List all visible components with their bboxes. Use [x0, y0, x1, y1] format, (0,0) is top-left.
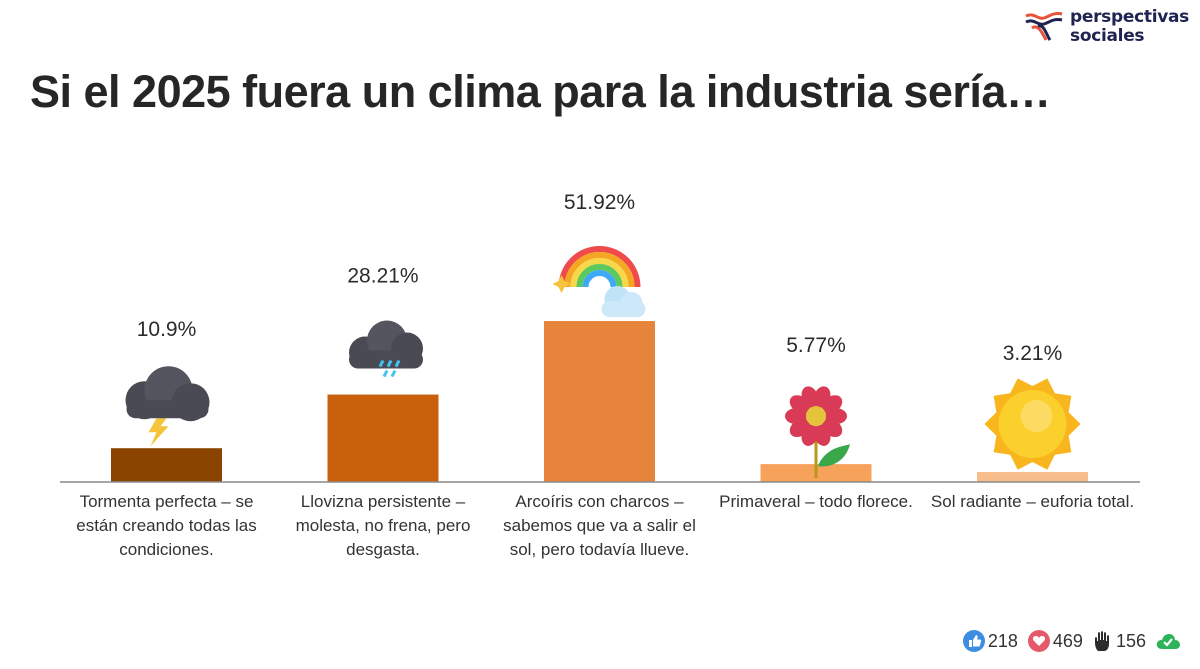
value-label-1: 10.9%	[137, 318, 197, 341]
bar-2	[327, 394, 439, 482]
bar-5	[977, 472, 1088, 482]
hand-count: 156	[1115, 630, 1146, 651]
brand-name-line2: sociales	[1070, 26, 1145, 46]
sun-icon	[984, 378, 1081, 470]
love-count: 469	[1052, 630, 1083, 651]
value-label-2: 28.21%	[347, 265, 418, 288]
brand-logo: perspectivas sociales	[1024, 8, 1189, 46]
brand-mark-icon	[1025, 12, 1063, 41]
reaction-like[interactable]: 218	[962, 630, 1018, 652]
bar-3	[544, 321, 655, 482]
bar-1	[111, 448, 222, 482]
like-count: 218	[987, 630, 1018, 651]
raised-hand-icon	[1094, 631, 1109, 651]
thunderstorm-cloud-icon	[125, 366, 210, 447]
value-label-5: 3.21%	[1003, 342, 1063, 365]
rainbow-cloud-icon	[552, 246, 646, 318]
cloud-check-icon	[1156, 634, 1180, 649]
rain-cloud-icon	[349, 320, 423, 378]
value-label-4: 5.77%	[786, 334, 846, 357]
category-label-2: Llovizna persistente – molesta, no frena…	[295, 492, 471, 559]
heart-icon	[1027, 630, 1050, 652]
value-label-3: 51.92%	[564, 191, 635, 214]
category-label-5: Sol radiante – euforia total.	[930, 492, 1135, 511]
category-label-4: Primaveral – todo florece.	[719, 492, 913, 511]
reaction-hand[interactable]: 156	[1093, 630, 1146, 652]
reaction-cloud-check[interactable]	[1156, 632, 1180, 650]
flower-icon	[785, 386, 850, 479]
chart-title: Si el 2025 fuera un clima para la indust…	[30, 66, 1051, 117]
thumbs-up-icon	[962, 630, 985, 652]
brand-name-line1: perspectivas	[1070, 7, 1190, 27]
category-label-3: Arcoíris con charcos – sabemos que va a …	[503, 492, 696, 559]
reaction-love[interactable]: 469	[1027, 630, 1083, 652]
category-label-1: Tormenta perfecta – se están creando tod…	[76, 492, 257, 559]
reactions-bar: 218 469 156	[962, 630, 1180, 652]
